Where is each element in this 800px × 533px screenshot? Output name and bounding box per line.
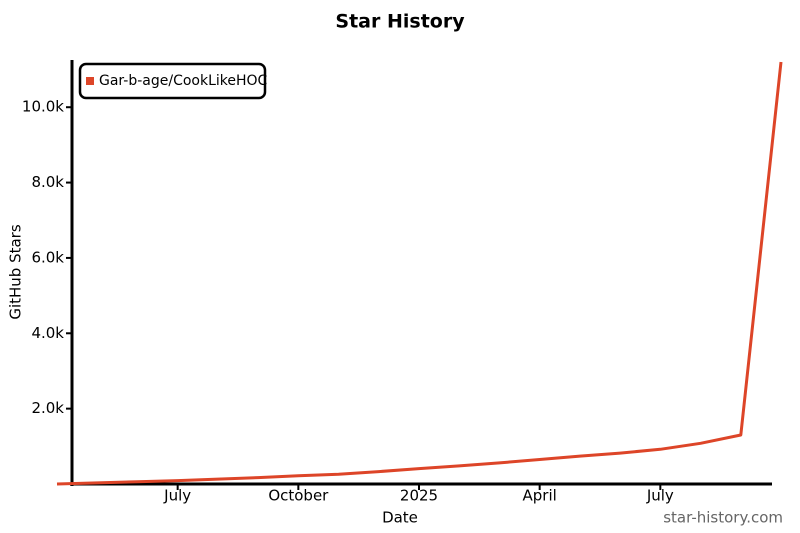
watermark: star-history.com bbox=[663, 509, 783, 527]
y-tick-label: 8.0k bbox=[31, 173, 64, 191]
legend-box bbox=[78, 62, 267, 100]
legend-swatch bbox=[86, 77, 94, 85]
x-tick-label: July bbox=[646, 487, 674, 505]
x-tick-label: April bbox=[523, 487, 557, 505]
y-tick-label: 6.0k bbox=[31, 248, 64, 266]
y-axis-label: GitHub Stars bbox=[7, 224, 25, 320]
x-tick-label: 2025 bbox=[400, 487, 438, 505]
y-tick-label: 4.0k bbox=[31, 324, 64, 342]
chart-title: Star History bbox=[335, 11, 465, 33]
x-tick-label: July bbox=[163, 487, 191, 505]
legend-label: Gar-b-age/CookLikeHOC bbox=[99, 73, 268, 89]
x-tick-label: October bbox=[268, 487, 329, 505]
y-tick-label: 10.0k bbox=[22, 98, 64, 116]
y-tick-label: 2.0k bbox=[31, 399, 64, 417]
series-line bbox=[56, 61, 783, 486]
x-axis-label: Date bbox=[382, 509, 418, 527]
